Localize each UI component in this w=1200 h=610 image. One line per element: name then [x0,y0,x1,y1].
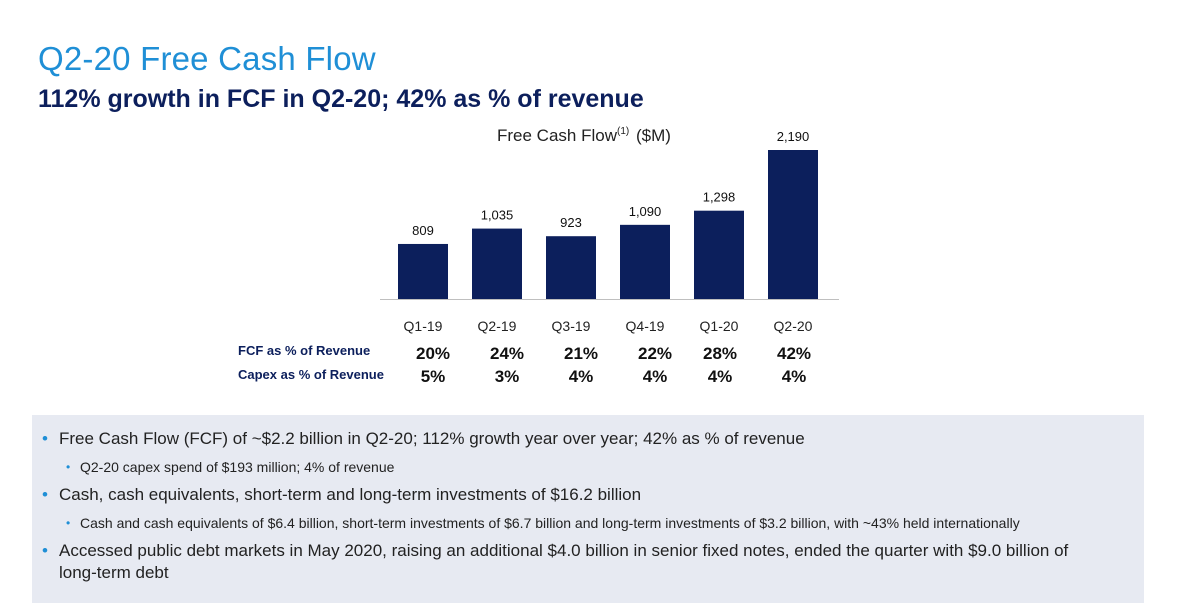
sub-bullet-capex: • Q2-20 capex spend of $193 million; 4% … [66,456,395,478]
fcf-value-q1-19: 20% [415,344,451,363]
category-label-q4-19: Q4-19 [626,318,665,334]
capex-value-q1-20: 4% [707,367,733,386]
value-label-q1-20: 1,298 [703,190,736,205]
bar-q3-19 [546,236,596,299]
value-label-q4-19: 1,090 [629,204,662,219]
sub-bullet-cash-breakdown: • Cash and cash equivalents of $6.4 bill… [66,512,1020,534]
capex-value-q1-19: 5% [420,367,446,386]
chart-title-text: Free Cash Flow [497,126,617,145]
category-label-q1-19: Q1-19 [404,318,443,334]
capex-value-q2-20: 4% [781,367,807,386]
bullet-dot: • [42,541,48,560]
bullet-dot: • [42,485,48,504]
footnote-marker: (1) [616,126,630,138]
chart-title-unit: ($M) [635,126,671,145]
fcf-value-q2-19: 24% [489,344,525,363]
bullet-dot: • [66,516,71,530]
fcf-value-q4-19: 22% [637,344,673,363]
bullet-cash-text: Cash, cash equivalents, short-term and l… [59,485,642,504]
capex-value-q2-19: 3% [494,367,520,386]
sub-bullet-cash-breakdown-text: Cash and cash equivalents of $6.4 billio… [80,515,1020,531]
bullet-debt-text-line2: long-term debt [59,563,169,582]
sub-bullet-capex-text: Q2-20 capex spend of $193 million; 4% of… [80,459,395,475]
bullet-fcf: • Free Cash Flow (FCF) of ~$2.2 billion … [42,428,805,450]
bar-q2-19 [472,228,522,299]
bullet-fcf-text: Free Cash Flow (FCF) of ~$2.2 billion in… [59,429,805,448]
bar-q1-19 [398,243,448,299]
bullet-cash: • Cash, cash equivalents, short-term and… [42,484,642,506]
category-label-q2-20: Q2-20 [774,318,813,334]
chart-title: Free Cash Flow(1) ($M) [497,126,671,146]
bar-q2-20 [768,150,818,299]
value-label-q1-19: 809 [412,223,434,238]
fcf-row-label: FCF as % of Revenue [238,343,371,358]
page-subtitle: 112% growth in FCF in Q2-20; 42% as % of… [38,85,644,113]
capex-value-q3-19: 4% [568,367,594,386]
bullet-debt: • Accessed public debt markets in May 20… [42,540,1069,584]
capex-value-q4-19: 4% [642,367,668,386]
bar-q1-20 [694,210,744,299]
value-label-q2-20: 2,190 [777,129,810,144]
page-title: Q2-20 Free Cash Flow [38,40,376,77]
bar-q4-19 [620,224,670,299]
capex-row-label: Capex as % of Revenue [238,367,384,382]
category-label-q2-19: Q2-19 [478,318,517,334]
highlights-panel: • Free Cash Flow (FCF) of ~$2.2 billion … [32,415,1144,603]
fcf-value-q1-20: 28% [702,344,738,363]
category-label-q1-20: Q1-20 [700,318,739,334]
value-label-q3-19: 923 [560,215,582,230]
bullet-debt-text-line1: Accessed public debt markets in May 2020… [59,541,1069,560]
fcf-value-q2-20: 42% [776,344,812,363]
fcf-value-q3-19: 21% [563,344,599,363]
category-label-q3-19: Q3-19 [552,318,591,334]
fcf-bar-chart: 809 Q1-19 1,035 Q2-19 923 Q3-19 1,090 Q4-19 1,29… [380,129,839,334]
bullet-dot: • [42,429,48,448]
value-label-q2-19: 1,035 [481,208,514,223]
bullet-dot: • [66,460,71,474]
